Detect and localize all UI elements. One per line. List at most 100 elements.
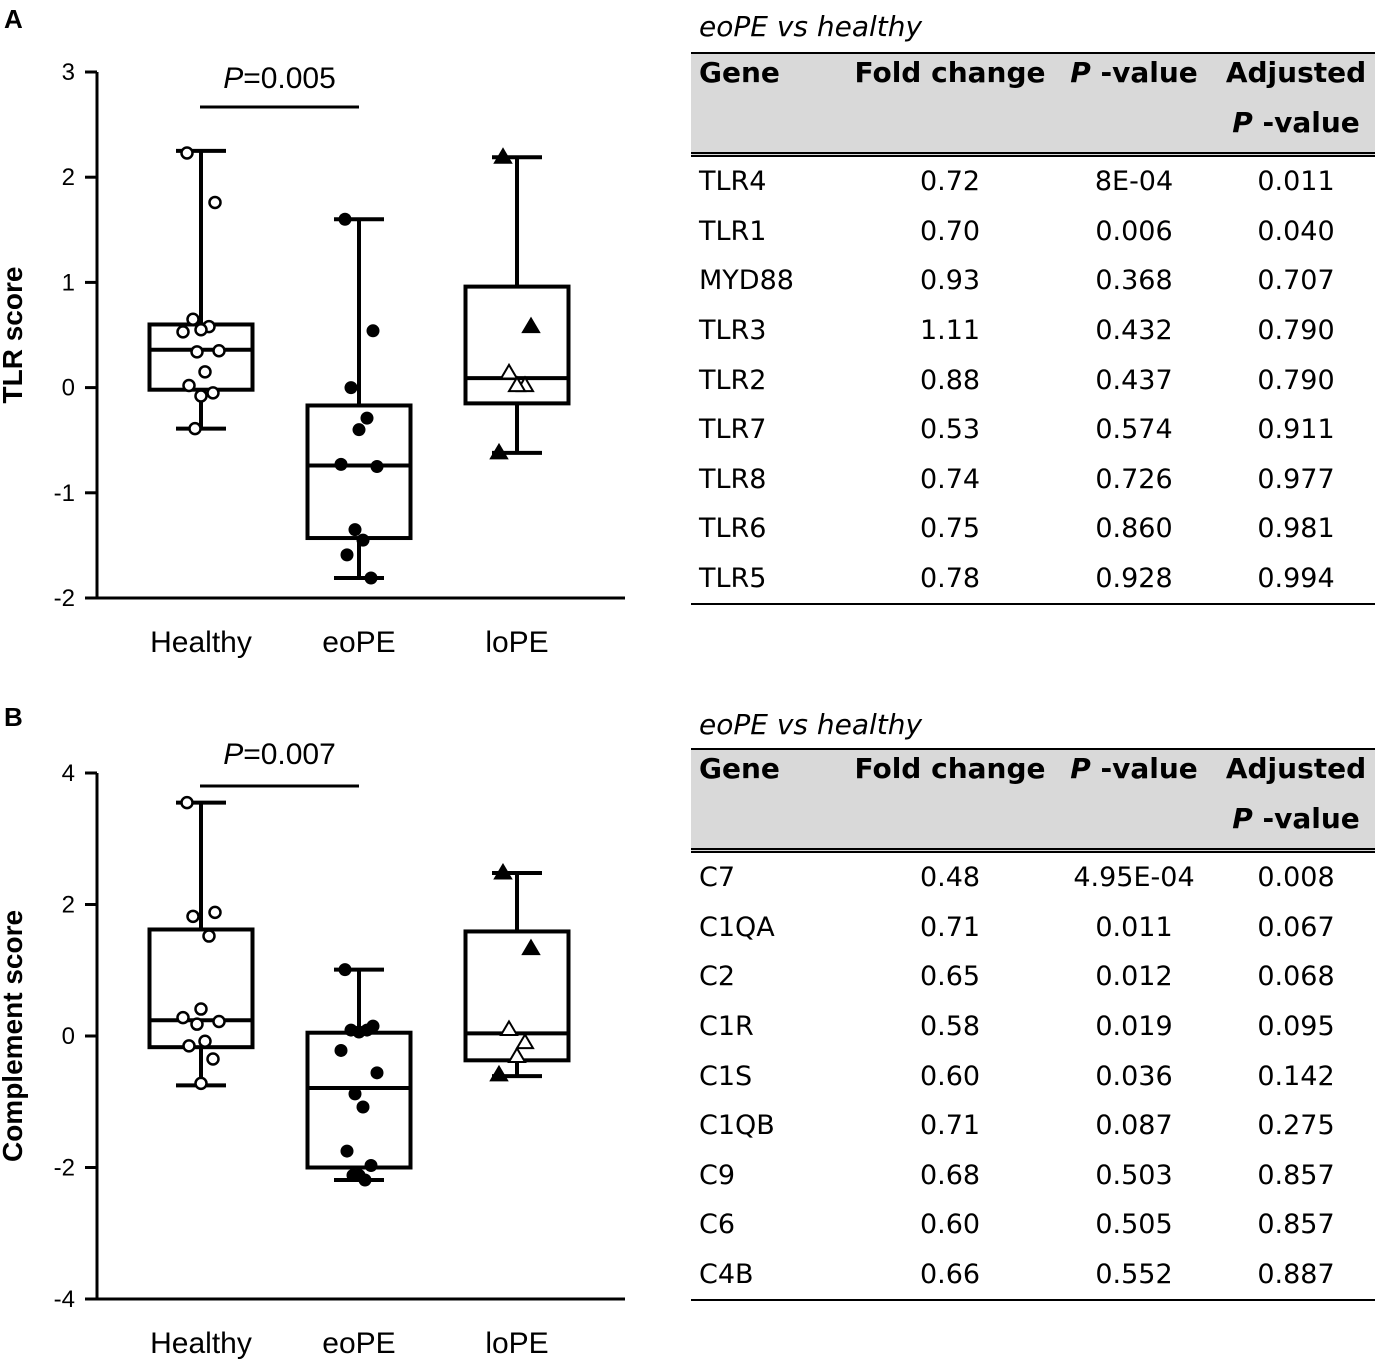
table-row: C4B 0.66 0.552 0.887 [691,1249,1375,1302]
cell-gene: C9 [699,1159,736,1191]
data-point [190,1017,204,1031]
data-point [198,365,212,379]
data-point [356,533,370,547]
data-point [499,362,519,380]
data-point [366,324,380,338]
cell-gene: C2 [699,961,736,993]
box-eope [305,217,413,581]
cell-gene: C7 [699,862,736,894]
cell-fold-change: 0.74 [919,463,981,495]
cell-adjusted-p-value: 0.977 [1257,463,1335,495]
data-point [515,1032,535,1050]
cell-adjusted-p-value: 0.790 [1257,364,1335,396]
data-point [194,1002,208,1016]
data-point [180,146,194,160]
cell-adjusted-p-value: 0.887 [1217,1249,1375,1302]
cell-gene: C4B [691,1249,849,1302]
cell-p-value: 0.437 [1095,364,1173,396]
data-point [493,862,513,880]
cell-adjusted-p-value: 0.857 [1257,1209,1335,1241]
data-point [352,423,366,437]
data-point [202,929,216,943]
data-point [352,1025,366,1039]
data-point [212,1014,226,1029]
col-fold-change-header: Fold change [849,748,1051,800]
table-row: C1QB 0.71 0.087 0.275 [691,1101,1375,1151]
cell-gene: C1R [699,1011,754,1043]
cell-gene: TLR4 [699,166,767,198]
data-point [188,421,202,436]
data-point [493,147,513,164]
col-gene-header: Gene [691,748,849,800]
data-point [198,1034,212,1049]
cell-gene: C1QA [699,911,775,943]
data-point [370,1066,384,1080]
cell-p-value: 0.006 [1095,215,1173,247]
cell-fold-change: 0.78 [849,553,1051,606]
cell-fold-change: 1.11 [919,315,981,347]
complement-gene-table: Gene Fold change P -value Adjusted P -va… [691,748,1375,1302]
table-row: C1R 0.58 0.019 0.095 [691,1002,1375,1052]
cell-adjusted-p-value: 0.008 [1257,862,1335,894]
y-tick-label: -2 [54,1155,75,1182]
data-point [208,905,222,920]
box-iqr [147,927,255,1050]
data-point [176,325,190,339]
cell-adjusted-p-value: 0.275 [1257,1110,1335,1142]
cell-adjusted-p-value: 0.911 [1257,414,1335,446]
cell-p-value: 0.928 [1051,553,1217,606]
x-tick-label: Healthy [150,626,252,659]
cell-fold-change: 0.60 [919,1060,981,1092]
data-point [348,1087,362,1101]
col-fold-change-header: Fold change [849,52,1051,104]
x-tick-label: eoPE [322,626,395,659]
data-point [194,322,208,337]
col-p-value-header: P -value [1051,748,1217,800]
cell-p-value: 0.726 [1095,463,1173,495]
data-point [334,1043,348,1057]
tlr-score-boxplot: -2 -1 0 1 2 3 TLR score Healthy eoPE loPE P=0.005 [0,59,625,659]
complement-score-boxplot: -4 -2 0 2 4 Complement score Healthy eoPE loPE P=… [0,738,625,1360]
cell-fold-change: 0.66 [849,1249,1051,1302]
data-point [206,1052,220,1066]
cell-fold-change: 0.93 [919,265,981,297]
cell-adjusted-p-value: 0.040 [1257,215,1335,247]
cell-p-value: 0.036 [1095,1060,1173,1092]
cell-fold-change: 0.53 [919,414,981,446]
significance-label: P=0.005 [223,62,336,95]
cell-fold-change: 0.75 [919,513,981,545]
table-row: MYD88 0.93 0.368 0.707 [691,256,1375,306]
y-tick-label: 1 [62,269,75,296]
data-point [364,571,378,585]
tlr-gene-table: Gene Fold change P -value Adjusted P -va… [691,52,1375,606]
cell-fold-change: 0.58 [919,1011,981,1043]
data-point [340,1144,354,1158]
data-point [521,316,541,334]
col-adjusted-header: Adjusted [1217,52,1375,104]
data-point [186,909,200,924]
y-axis-label: Complement score [0,910,28,1162]
data-point [507,1046,527,1063]
cell-p-value: 4.95E-04 [1073,862,1195,894]
cell-gene: TLR8 [699,463,767,495]
data-point [186,312,200,326]
cell-p-value: 0.860 [1095,513,1173,545]
box-eope [305,967,413,1182]
data-point [182,1039,196,1053]
cell-adjusted-p-value: 0.142 [1257,1060,1335,1092]
data-point [338,212,352,226]
x-tick-label: eoPE [322,1327,395,1360]
cell-p-value: 0.574 [1095,414,1173,446]
x-tick-label: loPE [485,626,548,659]
data-point [180,795,194,810]
table-row: TLR6 0.75 0.860 0.981 [691,504,1375,554]
cell-adjusted-p-value: 0.095 [1257,1011,1335,1043]
cell-p-value: 0.087 [1095,1110,1173,1142]
cell-fold-change: 0.70 [919,215,981,247]
data-point [358,1173,372,1187]
table-row: C1S 0.60 0.036 0.142 [691,1051,1375,1101]
box-lope [463,155,571,455]
cell-fold-change: 0.71 [919,911,981,943]
y-tick-label: -4 [54,1286,75,1313]
box-healthy [147,148,255,431]
